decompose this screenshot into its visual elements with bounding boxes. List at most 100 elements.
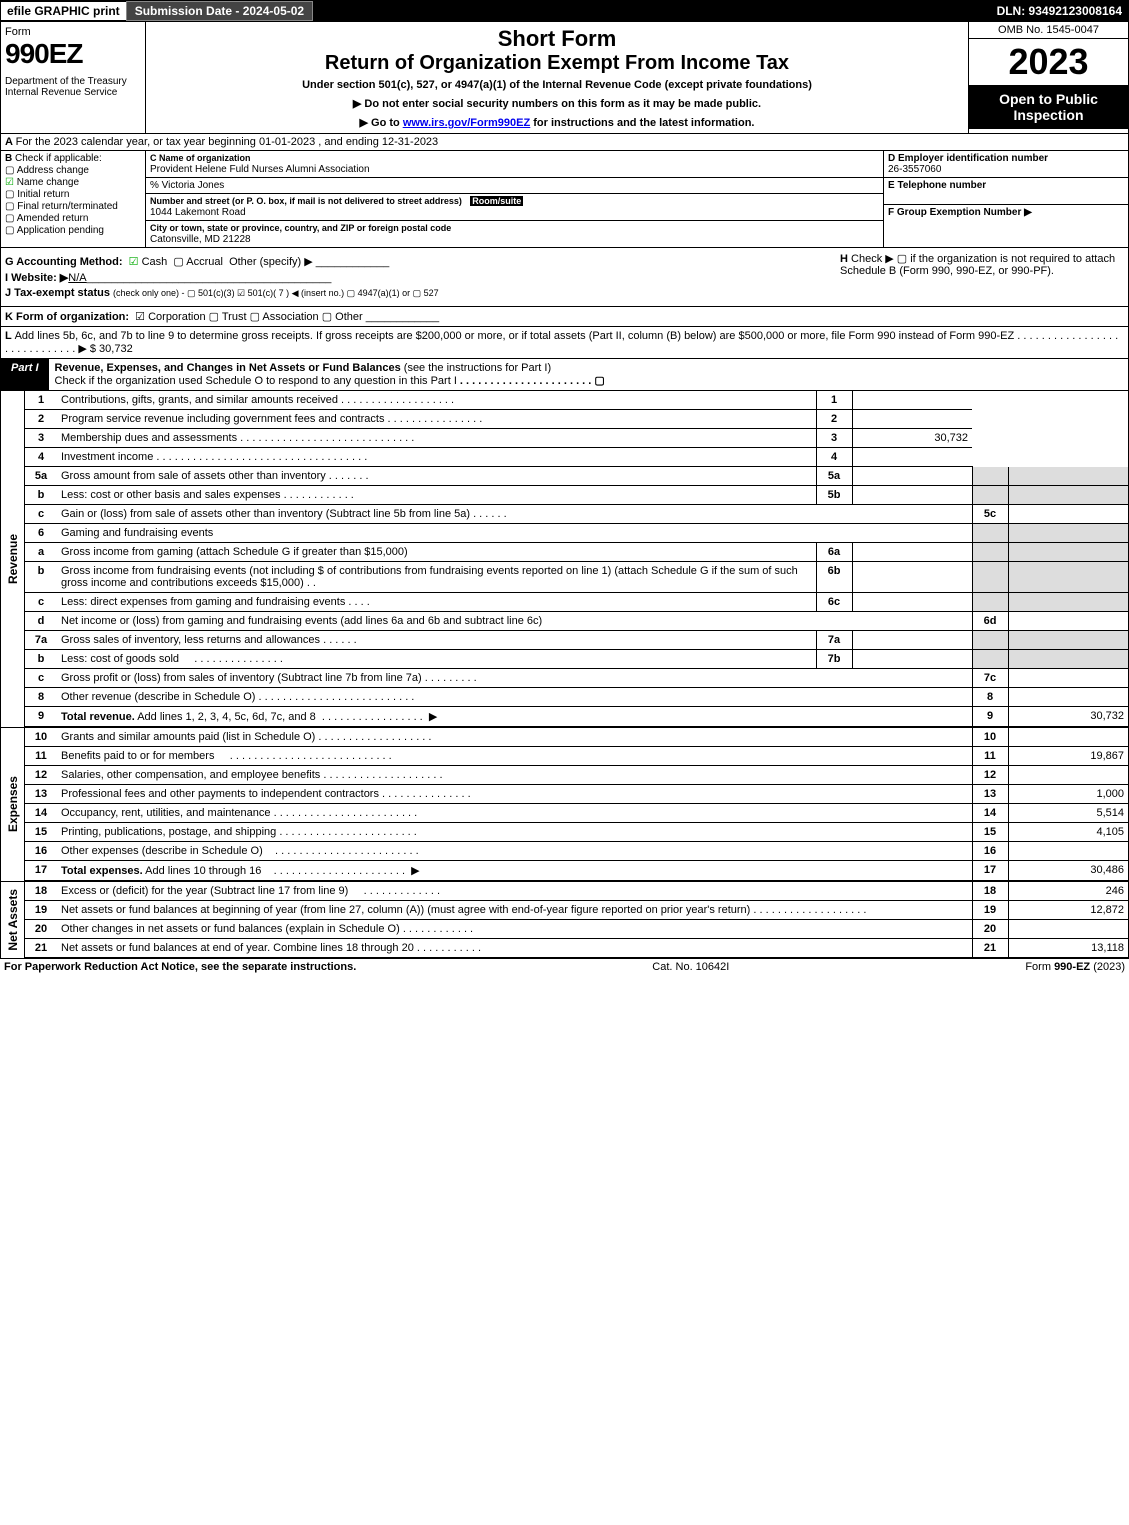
line-5c: Gain or (loss) from sale of assets other…: [61, 508, 470, 520]
form-ref: Form 990-EZ (2023): [1025, 961, 1125, 973]
val-2: [852, 410, 972, 429]
line-20: Other changes in net assets or fund bala…: [61, 923, 400, 935]
line-7c: Gross profit or (loss) from sales of inv…: [61, 672, 422, 684]
part-note: (see the instructions for Part I): [404, 362, 551, 374]
val-15: 4,105: [1008, 823, 1128, 842]
val-10: [1008, 728, 1128, 747]
chk-final[interactable]: ▢ Final return/terminated: [5, 201, 141, 212]
col-b: B Check if applicable: ▢ Address change …: [1, 151, 146, 247]
street-addr: 1044 Lakemont Road: [150, 207, 246, 218]
line-8: Other revenue (describe in Schedule O): [61, 691, 255, 703]
netassets-sidebar: Net Assets: [1, 882, 25, 958]
part-label: Part I: [1, 359, 49, 390]
line-19: Net assets or fund balances at beginning…: [61, 904, 750, 916]
val-4: [852, 448, 972, 467]
line-12: Salaries, other compensation, and employ…: [61, 769, 320, 781]
netassets-section: Net Assets 18Excess or (deficit) for the…: [0, 882, 1129, 959]
omb-number: OMB No. 1545-0047: [969, 22, 1128, 39]
line-13: Professional fees and other payments to …: [61, 788, 379, 800]
line-10: Grants and similar amounts paid (list in…: [61, 731, 315, 743]
city-label: City or town, state or province, country…: [150, 223, 451, 233]
chk-amended[interactable]: ▢ Amended return: [5, 213, 141, 224]
val-1: [852, 391, 972, 410]
subtitle: Under section 501(c), 527, or 4947(a)(1)…: [150, 79, 964, 91]
revenue-section: Revenue 1Contributions, gifts, grants, a…: [0, 391, 1129, 728]
line-j: J Tax-exempt status (check only one) - ▢…: [5, 287, 1124, 299]
line-7a: Gross sales of inventory, less returns a…: [61, 634, 320, 646]
ein: 26-3557060: [888, 164, 941, 175]
line-a-text: For the 2023 calendar year, or tax year …: [16, 136, 439, 148]
dln: DLN: 93492123008164: [991, 2, 1128, 20]
chk-name[interactable]: ☑ Name change: [5, 177, 141, 188]
irs-link[interactable]: www.irs.gov/Form990EZ: [403, 117, 530, 129]
line-6b: Gross income from fundraising events (no…: [61, 565, 798, 589]
val-21: 13,118: [1008, 939, 1128, 958]
line-6d: Net income or (loss) from gaming and fun…: [61, 615, 542, 627]
val-7c: [1008, 669, 1128, 688]
line-14: Occupancy, rent, utilities, and maintena…: [61, 807, 271, 819]
room-label: Room/suite: [470, 196, 523, 206]
line-6c: Less: direct expenses from gaming and fu…: [61, 596, 345, 608]
b-title: Check if applicable:: [15, 153, 102, 164]
val-5c: [1008, 505, 1128, 524]
val-20: [1008, 920, 1128, 939]
line-18: Excess or (deficit) for the year (Subtra…: [61, 885, 348, 897]
line-k: K Form of organization: ☑ Corporation ▢ …: [0, 307, 1129, 327]
val-8: [1008, 688, 1128, 707]
part-check: Check if the organization used Schedule …: [55, 375, 457, 387]
line-16: Other expenses (describe in Schedule O): [61, 845, 263, 857]
addr-label: Number and street (or P. O. box, if mail…: [150, 196, 462, 206]
col-c: C Name of organizationProvident Helene F…: [146, 151, 883, 247]
form-header: Form 990EZ Department of the Treasury In…: [0, 22, 1129, 134]
cat-no: Cat. No. 10642I: [652, 961, 729, 973]
val-13: 1,000: [1008, 785, 1128, 804]
main-title: Return of Organization Exempt From Incom…: [150, 52, 964, 75]
city-value: Catonsville, MD 21228: [150, 234, 251, 245]
val-11: 19,867: [1008, 747, 1128, 766]
expenses-section: Expenses 10Grants and similar amounts pa…: [0, 728, 1129, 882]
line-5b: Less: cost or other basis and sales expe…: [61, 489, 281, 501]
val-9: 30,732: [1008, 707, 1128, 727]
form-number: 990EZ: [5, 38, 141, 70]
part-title: Revenue, Expenses, and Changes in Net As…: [55, 362, 401, 374]
val-17: 30,486: [1008, 861, 1128, 881]
val-16: [1008, 842, 1128, 861]
line-15: Printing, publications, postage, and shi…: [61, 826, 276, 838]
line-h: H Check ▶ ▢ if the organization is not r…: [840, 252, 1120, 277]
org-name: Provident Helene Fuld Nurses Alumni Asso…: [150, 164, 370, 175]
tax-year: 2023: [969, 39, 1128, 85]
bullet-1: ▶ Do not enter social security numbers o…: [150, 97, 964, 110]
bullet-2: ▶ Go to www.irs.gov/Form990EZ for instru…: [150, 116, 964, 129]
section-bcdef: B Check if applicable: ▢ Address change …: [0, 151, 1129, 248]
val-18: 246: [1008, 882, 1128, 901]
val-19: 12,872: [1008, 901, 1128, 920]
part-i-header: Part I Revenue, Expenses, and Changes in…: [0, 359, 1129, 391]
section-ghij: H Check ▶ ▢ if the organization is not r…: [0, 248, 1129, 307]
col-def: D Employer identification number26-35570…: [883, 151, 1128, 247]
short-form-title: Short Form: [150, 26, 964, 52]
line-5a: Gross amount from sale of assets other t…: [61, 470, 326, 482]
c-label: C Name of organization: [150, 153, 251, 163]
submission-date: Submission Date - 2024-05-02: [126, 1, 313, 21]
f-label: F Group Exemption Number ▶: [888, 207, 1032, 218]
top-bar: efile GRAPHIC print Submission Date - 20…: [0, 0, 1129, 22]
chk-initial[interactable]: ▢ Initial return: [5, 189, 141, 200]
val-14: 5,514: [1008, 804, 1128, 823]
line-21: Net assets or fund balances at end of ye…: [61, 942, 414, 954]
chk-pending[interactable]: ▢ Application pending: [5, 225, 141, 236]
line-a: A For the 2023 calendar year, or tax yea…: [0, 134, 1129, 151]
line-4: Investment income: [61, 451, 153, 463]
page-footer: For Paperwork Reduction Act Notice, see …: [0, 959, 1129, 975]
open-inspection: Open to Public Inspection: [969, 85, 1128, 129]
val-6d: [1008, 612, 1128, 631]
part-checkbox[interactable]: ▢: [594, 375, 604, 387]
efile-label[interactable]: efile GRAPHIC print: [1, 2, 126, 20]
line-l: L Add lines 5b, 6c, and 7b to line 9 to …: [0, 327, 1129, 359]
dept-label: Department of the Treasury Internal Reve…: [5, 76, 141, 98]
website-val: N/A: [68, 272, 86, 284]
expenses-sidebar: Expenses: [1, 728, 25, 881]
chk-address[interactable]: ▢ Address change: [5, 165, 141, 176]
gross-receipts: ▶ $ 30,732: [78, 343, 132, 355]
line-11: Benefits paid to or for members: [61, 750, 214, 762]
line-7b: Less: cost of goods sold: [61, 653, 179, 665]
